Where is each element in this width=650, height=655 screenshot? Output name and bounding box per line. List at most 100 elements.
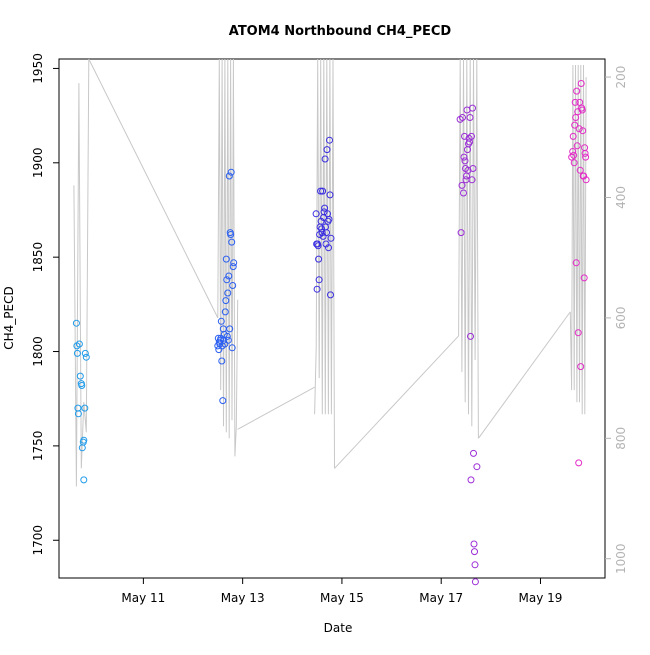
x-tick-label: May 13 [221, 591, 265, 605]
data-point [218, 357, 226, 365]
data-point [326, 136, 333, 144]
data-point [222, 297, 230, 305]
data-point [572, 259, 580, 267]
data-point [225, 272, 233, 280]
data-point [82, 353, 90, 361]
data-point [580, 274, 588, 282]
data-point [467, 476, 475, 484]
data-point [221, 340, 229, 348]
data-point [318, 225, 326, 233]
data-point [81, 349, 89, 357]
data-point [574, 329, 582, 337]
data-point [327, 234, 335, 242]
altitude-connector-1 [88, 58, 219, 319]
x-tick-label: May 19 [519, 591, 563, 605]
data-point [473, 463, 481, 471]
data-point [327, 291, 334, 299]
data-point [228, 238, 236, 246]
data-point [574, 108, 582, 116]
data-point [76, 372, 84, 380]
data-point [315, 276, 323, 284]
series-5 [568, 80, 590, 467]
data-point [466, 114, 474, 121]
data-point [467, 332, 474, 340]
data-point [228, 344, 236, 352]
data-point [321, 155, 329, 163]
data-point [321, 204, 329, 212]
data-point [461, 132, 468, 140]
data-point [318, 229, 326, 237]
data-point [325, 244, 332, 252]
series-4 [456, 104, 481, 586]
data-point [459, 114, 466, 121]
x-tick-label: May 11 [121, 591, 165, 605]
data-point [217, 317, 225, 325]
data-point [579, 127, 587, 135]
data-point [470, 540, 478, 548]
data-point [470, 449, 477, 457]
data-point [312, 210, 320, 218]
data-point [471, 561, 479, 569]
y-tick-label: 1900 [31, 148, 45, 179]
data-point [569, 132, 577, 140]
data-point [73, 349, 81, 357]
data-point [577, 363, 585, 371]
data-point [229, 263, 237, 271]
plot-frame [58, 58, 606, 579]
data-point [315, 255, 323, 263]
chart-title: ATOM4 Northbound CH4_PECD [229, 24, 452, 39]
x-axis-title: Date [324, 621, 353, 635]
y-axis-right: 200 400 600 800 1000 [605, 66, 628, 574]
altitude-segment-5 [569, 64, 587, 415]
y-tick-label: 1800 [31, 336, 45, 367]
data-point [78, 382, 86, 389]
y-tick-label: 1950 [31, 53, 45, 84]
data-point [224, 289, 232, 297]
data-point [326, 191, 334, 199]
data-point [227, 168, 235, 176]
data-point [569, 148, 577, 155]
data-point [582, 176, 590, 184]
data-point [460, 189, 467, 197]
data-point [457, 229, 465, 237]
data-point [582, 153, 590, 161]
data-point [227, 231, 235, 238]
data-point [325, 215, 333, 223]
data-point [570, 159, 578, 167]
data-point [80, 476, 88, 484]
series-1 [72, 319, 90, 484]
altitude-line-layer [73, 58, 587, 487]
x-tick-label: May 17 [419, 591, 463, 605]
data-point [575, 459, 583, 467]
y-axis-title: CH4_PECD [2, 286, 16, 349]
data-point [577, 80, 585, 87]
data-point [581, 149, 589, 157]
data-point [317, 187, 325, 195]
y2-tick-label: 800 [614, 427, 628, 450]
data-point [313, 285, 321, 293]
data-point [571, 121, 579, 129]
data-point [221, 308, 229, 316]
data-point [74, 410, 82, 418]
data-point [223, 332, 231, 340]
data-point [223, 276, 231, 284]
data-point [458, 181, 466, 189]
data-point [80, 436, 88, 444]
data-point [580, 172, 588, 180]
y2-tick-label: 600 [614, 306, 628, 329]
data-point [578, 106, 586, 114]
data-point [319, 187, 327, 195]
data-point [230, 259, 238, 267]
data-point [320, 208, 328, 216]
x-tick-label: May 15 [320, 591, 364, 605]
data-point [575, 125, 583, 133]
y-tick-label: 1850 [31, 242, 45, 273]
altitude-segment-1 [73, 58, 90, 487]
data-point [224, 336, 232, 344]
data-point [461, 157, 469, 165]
data-point [323, 229, 330, 237]
data-point [576, 166, 584, 174]
data-points-layer [72, 80, 590, 586]
y-tick-label: 1700 [31, 525, 45, 556]
